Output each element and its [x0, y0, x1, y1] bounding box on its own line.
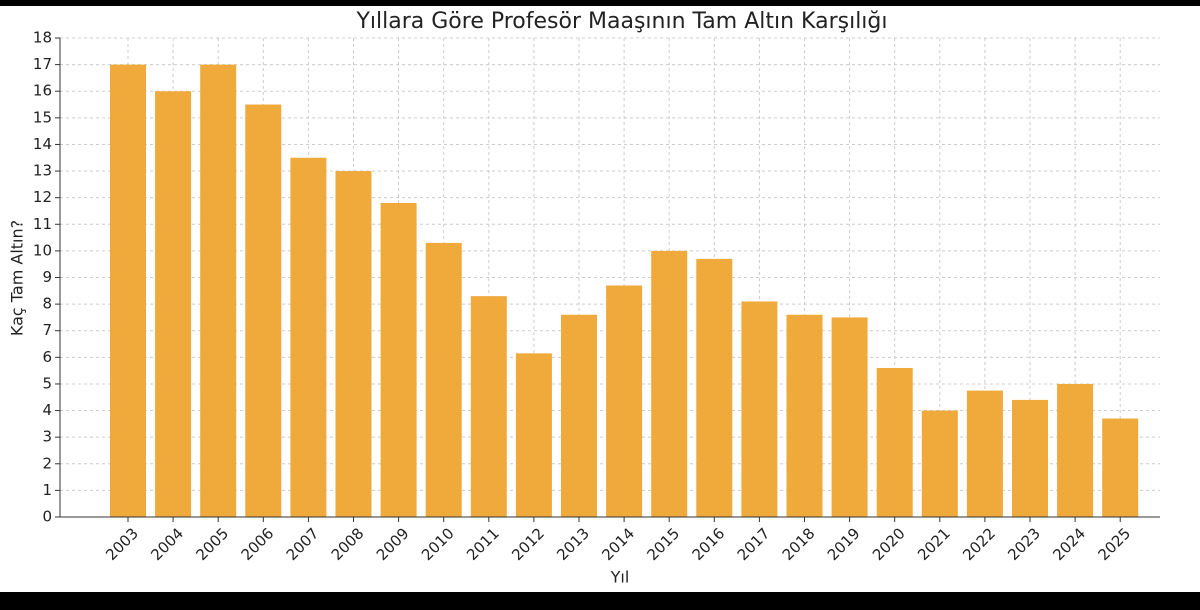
- bar: [515, 353, 552, 517]
- bar: [651, 250, 688, 517]
- bar: [1102, 418, 1139, 517]
- y-tick-label: 16: [33, 82, 52, 100]
- y-tick-label: 12: [33, 188, 52, 206]
- x-axis-label: Yıl: [610, 568, 630, 587]
- bar: [606, 285, 643, 517]
- y-tick-label: 8: [42, 295, 52, 313]
- y-tick-label: 18: [33, 29, 52, 47]
- bar: [1057, 383, 1094, 517]
- y-tick-label: 9: [42, 268, 52, 286]
- bar: [876, 367, 913, 517]
- bar: [290, 157, 327, 517]
- bar: [741, 301, 778, 517]
- bar: [425, 242, 462, 517]
- y-tick-label: 15: [33, 108, 52, 126]
- bar: [470, 296, 507, 517]
- y-tick-label: 5: [42, 374, 52, 392]
- y-tick-label: 4: [42, 401, 52, 419]
- bar: [831, 317, 868, 517]
- bar: [1012, 399, 1048, 517]
- y-tick-label: 6: [42, 348, 52, 366]
- y-tick-label: 7: [42, 321, 52, 339]
- y-tick-label: 11: [33, 215, 52, 233]
- bar: [110, 64, 146, 517]
- y-tick-label: 1: [42, 481, 52, 499]
- y-tick-label: 17: [33, 55, 52, 73]
- bar: [200, 64, 237, 517]
- y-tick-label: 2: [42, 454, 52, 472]
- y-axis-label: Kaç Tam Altın?: [8, 220, 27, 336]
- bar: [561, 314, 597, 517]
- bar: [245, 104, 282, 518]
- bar: [155, 91, 192, 517]
- y-tick-label: 14: [33, 135, 52, 153]
- bar: [966, 390, 1003, 517]
- bar: [696, 258, 733, 517]
- y-tick-label: 10: [33, 241, 52, 259]
- y-tick-label: 0: [42, 508, 52, 526]
- bar: [335, 171, 372, 518]
- y-tick-label: 3: [42, 428, 52, 446]
- bar: [380, 202, 417, 517]
- chart-title: Yıllara Göre Profesör Maaşının Tam Altın…: [355, 9, 887, 34]
- bar: [786, 314, 823, 517]
- bar: [921, 410, 958, 517]
- y-tick-label: 13: [33, 162, 52, 180]
